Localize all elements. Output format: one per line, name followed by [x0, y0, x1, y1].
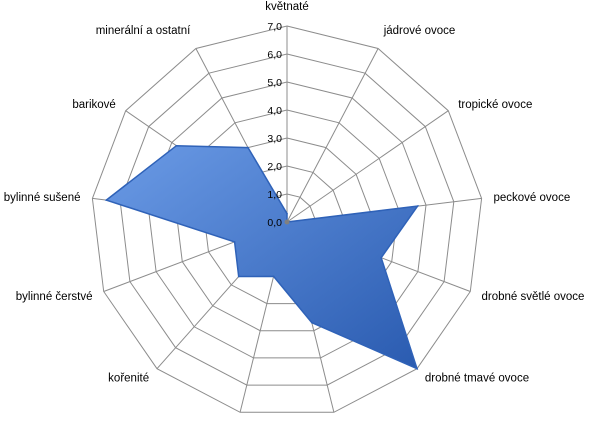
series-layer	[104, 144, 420, 371]
grid-ring-6	[119, 53, 455, 386]
series-area-0	[104, 144, 420, 371]
data-point-8	[237, 275, 240, 278]
category-label-3: peckové ovoce	[494, 192, 571, 204]
tick-label-1: 1,0	[267, 189, 282, 201]
tick-label-7: 7,0	[267, 21, 282, 33]
data-point-4	[380, 256, 383, 259]
grid-spoke-2	[286, 110, 449, 223]
data-point-11	[175, 144, 178, 147]
data-point-0	[286, 212, 288, 215]
data-point-12	[247, 146, 249, 149]
category-label-10: bylinné sušené	[4, 192, 81, 204]
grid-ring-7	[91, 25, 483, 413]
tick-label-0: 0,0	[267, 217, 282, 229]
data-point-3	[416, 205, 419, 207]
category-label-4: drobné světlé ovoce	[482, 291, 585, 303]
tick-labels: 0,0 1,0 2,0 3,0 4,0 5,0 6,0 7,0	[267, 21, 282, 229]
tick-label-4: 4,0	[267, 105, 282, 117]
category-label-9: bylinné čerstvé	[16, 291, 93, 303]
tick-label-5: 5,0	[267, 77, 282, 89]
tick-label-2: 2,0	[267, 161, 282, 173]
category-label-11: barikové	[72, 99, 115, 111]
category-label-8: kořenité	[108, 373, 149, 385]
category-label-0: květnaté	[265, 1, 308, 13]
category-label-1: jádrové ovoce	[383, 25, 456, 37]
data-point-9	[233, 241, 236, 243]
data-point-7	[272, 275, 275, 278]
data-point-5	[416, 367, 418, 370]
category-labels: květnaté jádrové ovoce tropické ovoce pecko…	[4, 1, 585, 385]
data-point-6	[311, 321, 313, 324]
center-dot	[284, 219, 290, 225]
grid-spoke-1	[286, 48, 379, 223]
tick-label-3: 3,0	[267, 133, 282, 145]
tick-label-6: 6,0	[267, 49, 282, 61]
data-point-10	[105, 199, 108, 201]
category-label-12: minerální a ostatní	[96, 25, 191, 37]
category-label-2: tropické ovoce	[458, 99, 532, 111]
category-label-5: drobné tmavé ovoce	[425, 373, 529, 385]
